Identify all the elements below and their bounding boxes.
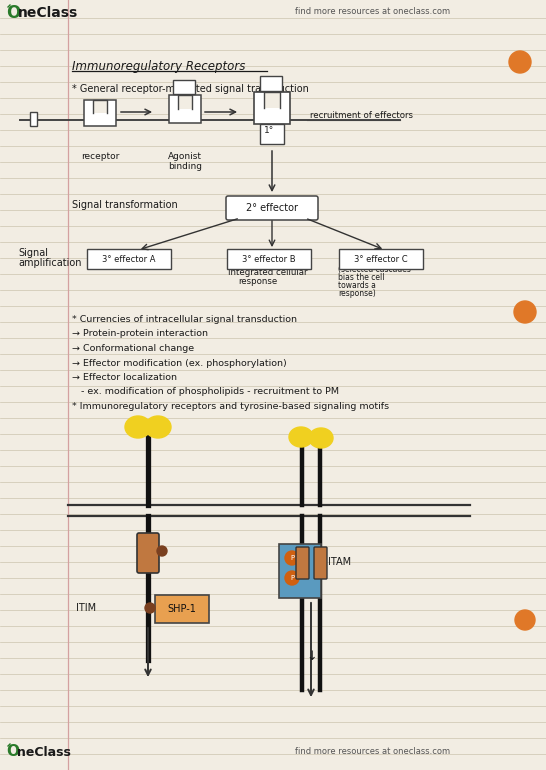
Circle shape bbox=[515, 610, 535, 630]
Ellipse shape bbox=[309, 428, 333, 448]
Bar bbox=[254, 92, 290, 124]
Circle shape bbox=[514, 301, 536, 323]
Circle shape bbox=[145, 603, 155, 613]
FancyBboxPatch shape bbox=[227, 249, 311, 269]
FancyBboxPatch shape bbox=[226, 196, 318, 220]
Text: → Effector modification (ex. phosphorylation): → Effector modification (ex. phosphoryla… bbox=[72, 359, 287, 367]
Text: * Currencies of intracellular signal transduction: * Currencies of intracellular signal tra… bbox=[72, 315, 297, 324]
Text: 1°: 1° bbox=[264, 126, 274, 135]
FancyBboxPatch shape bbox=[296, 547, 309, 579]
Text: find more resources at oneclass.com: find more resources at oneclass.com bbox=[295, 6, 450, 15]
Text: - ex. modification of phospholipids - recruitment to PM: - ex. modification of phospholipids - re… bbox=[72, 387, 339, 397]
Text: 3° effector A: 3° effector A bbox=[102, 255, 156, 263]
FancyBboxPatch shape bbox=[87, 249, 171, 269]
FancyBboxPatch shape bbox=[314, 547, 327, 579]
Text: neClass: neClass bbox=[17, 745, 71, 758]
FancyBboxPatch shape bbox=[279, 544, 321, 598]
Circle shape bbox=[157, 546, 167, 556]
Text: * Immunoregulatory receptors and tyrosine-based signaling motifs: * Immunoregulatory receptors and tyrosin… bbox=[72, 402, 389, 411]
Text: binding: binding bbox=[168, 162, 202, 171]
Text: → Effector localization: → Effector localization bbox=[72, 373, 177, 382]
Text: response): response) bbox=[338, 289, 376, 298]
Text: 3° effector C: 3° effector C bbox=[354, 255, 408, 263]
Text: Agonist: Agonist bbox=[168, 152, 202, 161]
Text: P: P bbox=[290, 555, 294, 561]
Bar bbox=[169, 95, 201, 123]
Text: ↓: ↓ bbox=[306, 650, 317, 663]
Ellipse shape bbox=[125, 416, 151, 438]
Text: O: O bbox=[6, 4, 20, 22]
Text: SHP-1: SHP-1 bbox=[168, 604, 197, 614]
Text: Signal transformation: Signal transformation bbox=[72, 200, 178, 210]
Text: ITAM: ITAM bbox=[328, 557, 351, 567]
Text: Integrated cellular: Integrated cellular bbox=[228, 268, 307, 277]
FancyBboxPatch shape bbox=[155, 595, 209, 623]
Text: 3° effector B: 3° effector B bbox=[242, 255, 296, 263]
Circle shape bbox=[285, 551, 299, 565]
Bar bbox=[260, 76, 282, 91]
Text: → Conformational change: → Conformational change bbox=[72, 344, 194, 353]
Text: O: O bbox=[6, 745, 19, 759]
Bar bbox=[260, 124, 284, 144]
Bar bbox=[173, 80, 195, 94]
Ellipse shape bbox=[289, 427, 313, 447]
Ellipse shape bbox=[145, 416, 171, 438]
Bar bbox=[84, 100, 116, 126]
Text: Signal: Signal bbox=[18, 248, 48, 258]
Bar bbox=[93, 100, 107, 113]
Text: towards a: towards a bbox=[338, 281, 376, 290]
Text: * General receptor-mediated signal transduction: * General receptor-mediated signal trans… bbox=[72, 84, 309, 94]
Text: Immunoregulatory Receptors: Immunoregulatory Receptors bbox=[72, 60, 245, 73]
Circle shape bbox=[285, 571, 299, 585]
Text: find more resources at oneclass.com: find more resources at oneclass.com bbox=[295, 748, 450, 756]
Text: recruitment of effectors: recruitment of effectors bbox=[310, 111, 413, 119]
FancyBboxPatch shape bbox=[339, 249, 423, 269]
FancyBboxPatch shape bbox=[137, 533, 159, 573]
Text: → Protein-protein interaction: → Protein-protein interaction bbox=[72, 330, 208, 339]
Text: 2° effector: 2° effector bbox=[246, 203, 298, 213]
Bar bbox=[178, 95, 192, 109]
Text: response: response bbox=[238, 277, 277, 286]
Text: P: P bbox=[290, 575, 294, 581]
Text: ITIM: ITIM bbox=[76, 603, 96, 613]
Text: neClass: neClass bbox=[18, 6, 78, 20]
Text: (selected cascades: (selected cascades bbox=[338, 265, 411, 274]
Text: receptor: receptor bbox=[81, 152, 119, 161]
Bar bbox=[264, 92, 280, 108]
Bar bbox=[30, 112, 37, 126]
Text: bias the cell: bias the cell bbox=[338, 273, 384, 282]
Circle shape bbox=[509, 51, 531, 73]
Text: amplification: amplification bbox=[18, 258, 81, 268]
